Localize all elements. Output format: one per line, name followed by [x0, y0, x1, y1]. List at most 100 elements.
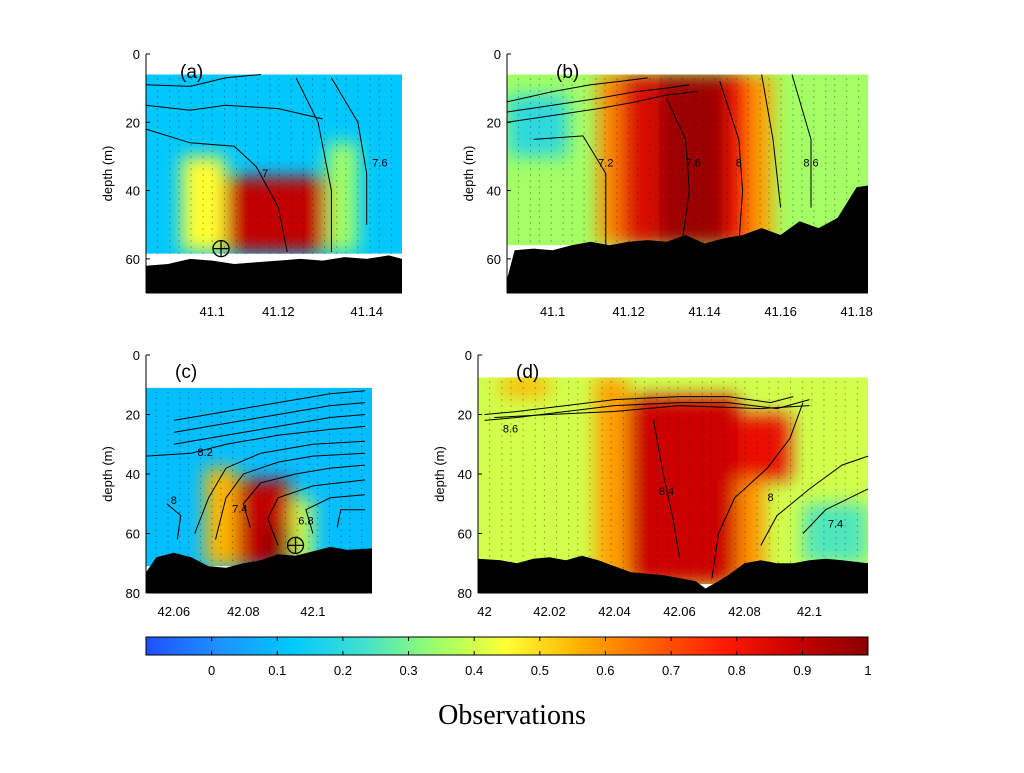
bathymetry [146, 255, 402, 293]
colorbar-tick-label: 0.6 [596, 663, 614, 678]
contour-line [760, 455, 869, 546]
contour-line [484, 396, 794, 415]
heatmap-cell [181, 156, 226, 253]
contour-line [194, 440, 366, 534]
contours: 77.6 [145, 74, 388, 253]
y-tick-label: 60 [126, 252, 140, 267]
panel-label: (d) [516, 362, 539, 383]
heatmap-cell [627, 396, 738, 585]
x-tick-label: 42.06 [663, 604, 696, 619]
contour-line [494, 405, 810, 418]
contour-line [336, 509, 365, 528]
x-tick-label: 41.14 [688, 304, 721, 319]
heatmap-cell [727, 74, 751, 246]
panel-label: (b) [556, 62, 579, 83]
contour-line [653, 420, 680, 558]
y-tick-label: 0 [494, 47, 501, 62]
heatmap-field [146, 74, 402, 254]
heatmap-cell [595, 377, 628, 585]
contour-line [145, 128, 288, 253]
figure-caption: Observations [438, 700, 586, 731]
contour-line [791, 74, 812, 208]
contours: 7.2 7.6 8 8.6 [506, 74, 819, 246]
contour-line [719, 81, 744, 246]
contour-line [330, 77, 368, 225]
contour-line [506, 77, 648, 103]
y-axis-label: depth (m) [100, 446, 115, 502]
colorbar-tick-label: 1 [864, 663, 871, 678]
colorbar: 0 0.1 0.2 0.3 0.4 0.5 0.6 0.7 0.8 0.9 1 [145, 636, 872, 678]
contour-line [506, 84, 690, 113]
bathymetry [507, 185, 868, 293]
contour-line [666, 98, 690, 246]
x-tick-label: 42.02 [533, 604, 566, 619]
y-tick-label: 40 [487, 184, 501, 199]
contour-line [267, 479, 366, 546]
contour-line [173, 402, 366, 433]
y-tick-label: 0 [133, 348, 140, 363]
colorbar-tick-label: 0.8 [728, 663, 746, 678]
contour-label: 8 [171, 495, 177, 507]
x-tick-label: 42 [477, 604, 491, 619]
x-tick-label: 41.1 [540, 304, 565, 319]
y-tick-label: 80 [126, 586, 140, 601]
colorbar-gradient [145, 636, 869, 656]
colorbar-tick-label: 0.1 [268, 663, 286, 678]
contour-label: 7.6 [686, 158, 701, 170]
y-tick-label: 20 [458, 408, 472, 423]
contour-label: 8 [736, 158, 742, 170]
contour-line [761, 74, 782, 208]
x-tick-label: 41.16 [764, 304, 797, 319]
y-tick-label: 80 [458, 586, 472, 601]
bathymetry [478, 555, 868, 593]
contour-line [295, 77, 332, 252]
x-tick-label: 41.18 [840, 304, 873, 319]
contour-label: 7.2 [598, 158, 613, 170]
y-tick-label: 20 [487, 115, 501, 130]
y-tick-label: 40 [126, 467, 140, 482]
heatmap-cell [225, 176, 327, 253]
y-tick-label: 60 [126, 527, 140, 542]
colorbar-tick-label: 0.3 [400, 663, 418, 678]
heatmap-cell [598, 74, 621, 246]
y-tick-label: 0 [133, 47, 140, 62]
heatmap-field [478, 377, 868, 585]
panel-d: 8.6 8.4 8 7.4 0 20 40 60 80 42 42.02 42.04 42.06 42.0… [432, 348, 869, 619]
colorbar-tick-label: 0 [208, 663, 215, 678]
x-tick-label: 42.06 [158, 604, 191, 619]
x-tick-label: 41.12 [612, 304, 645, 319]
contour-label: 8.6 [803, 158, 818, 170]
bathymetry [146, 546, 372, 593]
contours: 8.6 8.4 8 7.4 [484, 396, 869, 579]
contour-line [711, 402, 804, 579]
y-tick-label: 0 [465, 348, 472, 363]
contour-line [506, 91, 698, 123]
contour-line [173, 390, 366, 421]
x-tick-label: 41.14 [350, 304, 383, 319]
heatmap-cell [803, 503, 868, 564]
colorbar-tick-label: 0.9 [793, 663, 811, 678]
colorbar-tick-label: 0.7 [662, 663, 680, 678]
contour-line [166, 503, 182, 540]
y-tick-label: 60 [487, 252, 501, 267]
y-axis-label: depth (m) [461, 146, 476, 202]
contour-line [484, 399, 810, 421]
colorbar-tick-label: 0.5 [531, 663, 549, 678]
y-tick-label: 40 [458, 467, 472, 482]
contour-line [145, 104, 323, 120]
contour-label: 7.4 [232, 504, 247, 516]
heatmap-cell [500, 377, 550, 397]
contour-label: 8.6 [503, 423, 518, 435]
contour-line [215, 452, 366, 540]
x-tick-label: 42.1 [797, 604, 822, 619]
contour-label: 8.2 [197, 447, 212, 459]
heatmap-cell [750, 74, 773, 246]
contour-line [145, 74, 261, 87]
heatmap-field [146, 387, 372, 567]
contour-label: 8 [767, 492, 773, 504]
x-tick-label: 42.1 [300, 604, 325, 619]
x-tick-label: 42.08 [227, 604, 260, 619]
contour-line [305, 494, 366, 534]
